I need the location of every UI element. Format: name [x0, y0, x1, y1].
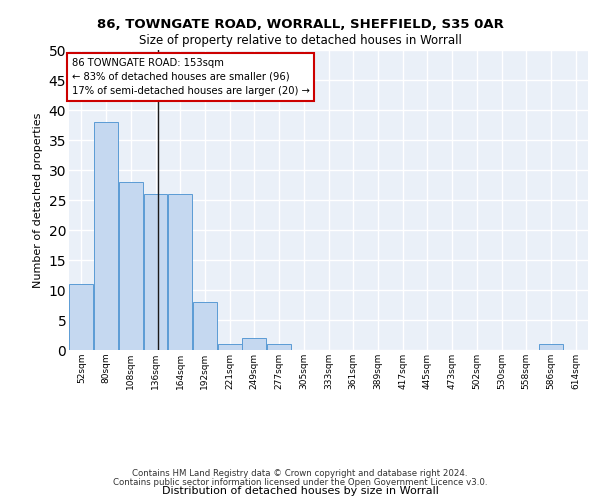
- Text: Contains public sector information licensed under the Open Government Licence v3: Contains public sector information licen…: [113, 478, 487, 487]
- Text: Contains HM Land Registry data © Crown copyright and database right 2024.: Contains HM Land Registry data © Crown c…: [132, 468, 468, 477]
- Text: Size of property relative to detached houses in Worrall: Size of property relative to detached ho…: [139, 34, 461, 47]
- Bar: [539, 344, 563, 350]
- Bar: [168, 194, 192, 350]
- Bar: [143, 194, 167, 350]
- Text: Distribution of detached houses by size in Worrall: Distribution of detached houses by size …: [161, 486, 439, 496]
- Bar: [94, 122, 118, 350]
- Bar: [70, 284, 94, 350]
- Text: 86 TOWNGATE ROAD: 153sqm
← 83% of detached houses are smaller (96)
17% of semi-d: 86 TOWNGATE ROAD: 153sqm ← 83% of detach…: [71, 58, 310, 96]
- Bar: [119, 182, 143, 350]
- Text: 86, TOWNGATE ROAD, WORRALL, SHEFFIELD, S35 0AR: 86, TOWNGATE ROAD, WORRALL, SHEFFIELD, S…: [97, 18, 503, 30]
- Bar: [242, 338, 266, 350]
- Bar: [218, 344, 242, 350]
- Bar: [193, 302, 217, 350]
- Bar: [267, 344, 291, 350]
- Y-axis label: Number of detached properties: Number of detached properties: [33, 112, 43, 288]
